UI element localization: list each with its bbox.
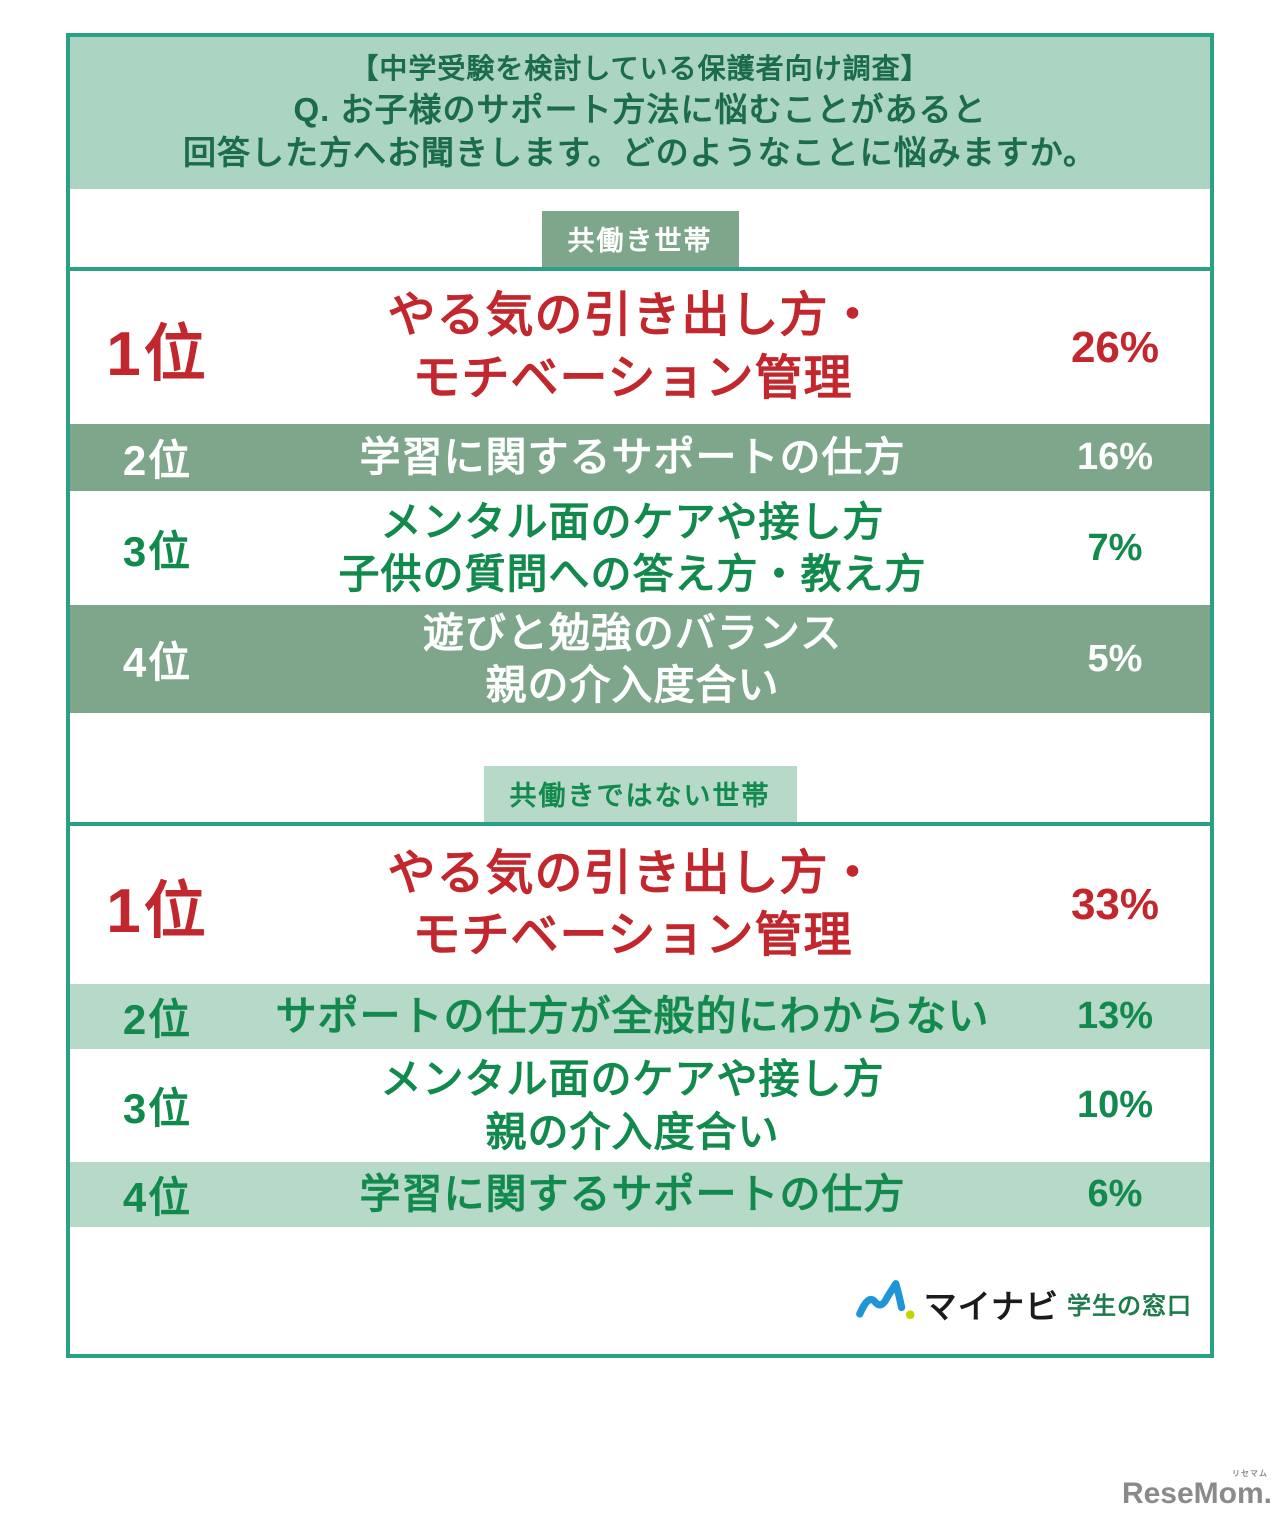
- survey-header: 【中学受験を検討している保護者向け調査】 Q. お子様のサポート方法に悩むことが…: [70, 37, 1210, 189]
- mynavi-logo: マイナビ 学生の窓口: [854, 1279, 1192, 1328]
- answer-line1: メンタル面のケアや接し方: [380, 1056, 885, 1103]
- answer-line1: メンタル面のケアや接し方: [380, 498, 885, 545]
- rank-cell: 4位: [122, 1174, 193, 1221]
- percent-value: 5%: [1087, 637, 1143, 680]
- section1-rank4-row: 4位 遊びと勉強のバランス 親の介入度合い 5%: [70, 605, 1210, 713]
- answer-line1: 学習に関するサポートの仕方: [359, 1171, 906, 1218]
- section1-rank1-row: 1位 やる気の引き出し方・ モチベーション管理 26%: [70, 271, 1210, 424]
- answer-line1: やる気の引き出し方・: [387, 289, 878, 343]
- rank-cell: 3位: [122, 527, 193, 575]
- percent-value: 26%: [1070, 322, 1160, 372]
- resemom-wordmark: ReseMom.: [1121, 1477, 1272, 1510]
- section1-badge: 共働き世帯: [541, 211, 739, 267]
- rank-cell: 1位: [106, 319, 209, 389]
- answer-label: メンタル面のケアや接し方 子供の質問への答え方・教え方: [245, 496, 1020, 601]
- percent-value: 33%: [1070, 880, 1160, 929]
- answer-line2: モチベーション管理: [412, 351, 853, 405]
- percent-value: 13%: [1076, 995, 1154, 1037]
- mynavi-subbrand: 学生の窓口: [1067, 1293, 1192, 1320]
- rank-cell: 2位: [122, 996, 193, 1043]
- answer-line1: サポートの仕方が全般的にわからない: [275, 993, 990, 1040]
- survey-question-line2: 回答した方へお聞きします。どのようなことに悩みますか。: [182, 134, 1098, 172]
- answer-label: 学習に関するサポートの仕方: [245, 431, 1020, 483]
- survey-title: 【中学受験を検討している保護者向け調査】: [350, 52, 930, 84]
- rank-cell: 2位: [122, 437, 193, 484]
- answer-label: メンタル面のケアや接し方 親の介入度合い: [245, 1053, 1020, 1158]
- section2-rank1-row: 1位 やる気の引き出し方・ モチベーション管理 33%: [70, 826, 1210, 984]
- rank-cell: 4位: [122, 638, 193, 686]
- survey-question-line1: Q. お子様のサポート方法に悩むことがあると: [293, 90, 987, 128]
- answer-label: 学習に関するサポートの仕方: [245, 1168, 1020, 1220]
- section1-badge-zone: 共働き世帯: [70, 189, 1210, 271]
- answer-line1: やる気の引き出し方・: [387, 846, 878, 900]
- mynavi-wordmark: マイナビ: [923, 1287, 1059, 1325]
- mynavi-wave-icon: [854, 1279, 916, 1328]
- section2-rank2-row: 2位 サポートの仕方が全般的にわからない 13%: [70, 984, 1210, 1049]
- section2-badge: 共働きではない世帯: [483, 766, 797, 822]
- answer-label: やる気の引き出し方・ モチベーション管理: [245, 843, 1020, 968]
- answer-label: サポートの仕方が全般的にわからない: [245, 990, 1020, 1042]
- answer-line1: 遊びと勉強のバランス: [422, 609, 843, 656]
- answer-line2: モチベーション管理: [412, 909, 853, 962]
- percent-value: 10%: [1076, 1084, 1154, 1126]
- resemom-watermark: リセマム ReseMom.: [1121, 1469, 1272, 1511]
- percent-value: 7%: [1087, 526, 1143, 569]
- rank-cell: 3位: [122, 1085, 193, 1132]
- answer-line1: 学習に関するサポートの仕方: [359, 434, 906, 481]
- percent-value: 16%: [1076, 436, 1154, 478]
- section1-rank3-row: 3位 メンタル面のケアや接し方 子供の質問への答え方・教え方 7%: [70, 491, 1210, 605]
- percent-value: 6%: [1087, 1173, 1143, 1215]
- answer-label: 遊びと勉強のバランス 親の介入度合い: [245, 607, 1020, 712]
- section1-rank2-row: 2位 学習に関するサポートの仕方 16%: [70, 424, 1210, 491]
- answer-label: やる気の引き出し方・ モチベーション管理: [245, 285, 1020, 410]
- rank-cell: 1位: [106, 877, 209, 946]
- answer-line2: 子供の質問への答え方・教え方: [338, 551, 927, 597]
- survey-board: 【中学受験を検討している保護者向け調査】 Q. お子様のサポート方法に悩むことが…: [66, 33, 1214, 1358]
- section2-badge-zone: 共働きではない世帯: [70, 713, 1210, 826]
- answer-line2: 親の介入度合い: [485, 662, 780, 708]
- section2-rank4-row: 4位 学習に関するサポートの仕方 6%: [70, 1162, 1210, 1227]
- resemom-ruby: リセマム: [1232, 1469, 1268, 1478]
- answer-line2: 親の介入度合い: [485, 1108, 780, 1155]
- section2-rank3-row: 3位 メンタル面のケアや接し方 親の介入度合い 10%: [70, 1049, 1210, 1162]
- board-footer: マイナビ 学生の窓口: [70, 1227, 1210, 1354]
